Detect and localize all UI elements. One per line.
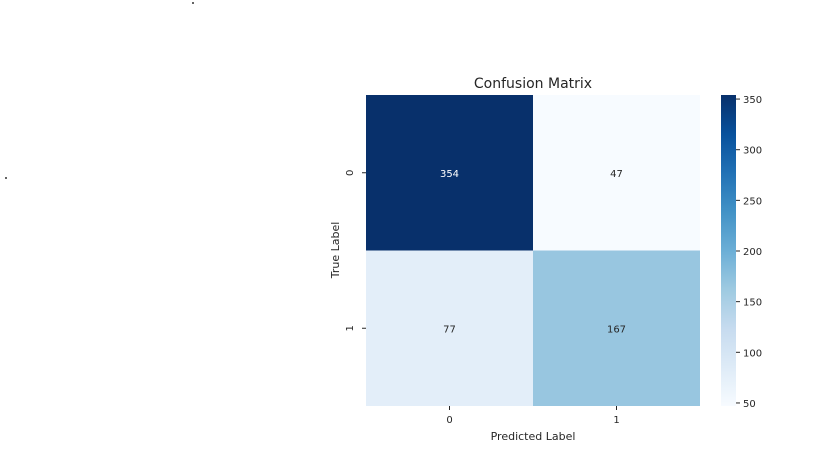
heatmap-cells xyxy=(366,95,700,406)
colorbar-tick-label-4: 250 xyxy=(743,196,762,207)
x-tick-label-0: 0 xyxy=(446,415,452,426)
cell-value-0-0: 354 xyxy=(440,169,459,180)
stray-dot-left xyxy=(5,177,7,179)
y-axis-ticks: 01 xyxy=(345,170,366,331)
colorbar-ticks: 50 100 150 200 250 300 350 xyxy=(736,95,762,410)
heatmap-cell-0-1 xyxy=(533,95,700,251)
heatmap-cell-labels: 354 47 77 167 xyxy=(440,169,626,336)
cell-value-1-1: 167 xyxy=(607,324,626,335)
heatmap-cell-1-1 xyxy=(533,250,700,406)
x-tick-label-1: 1 xyxy=(613,415,619,426)
colorbar-tick-label-2: 150 xyxy=(743,298,762,309)
y-tick-label-0: 0 xyxy=(345,170,356,176)
chart-title: Confusion Matrix xyxy=(474,76,592,92)
cell-value-1-0: 77 xyxy=(443,324,456,335)
colorbar-tick-label-1: 100 xyxy=(743,348,762,359)
colorbar-tick-label-5: 300 xyxy=(743,146,762,157)
x-axis-label: Predicted Label xyxy=(491,430,576,443)
colorbar xyxy=(721,95,736,406)
colorbar-tick-label-3: 200 xyxy=(743,247,762,258)
y-axis-label: True Label xyxy=(329,222,342,280)
heatmap-cell-0-0 xyxy=(366,95,533,251)
cell-value-0-1: 47 xyxy=(610,169,623,180)
y-tick-label-1: 1 xyxy=(345,325,356,331)
colorbar-tick-label-0: 50 xyxy=(743,399,756,410)
stray-dot-top xyxy=(192,2,194,4)
colorbar-tick-label-6: 350 xyxy=(743,95,762,106)
heatmap-cell-1-0 xyxy=(366,250,533,406)
